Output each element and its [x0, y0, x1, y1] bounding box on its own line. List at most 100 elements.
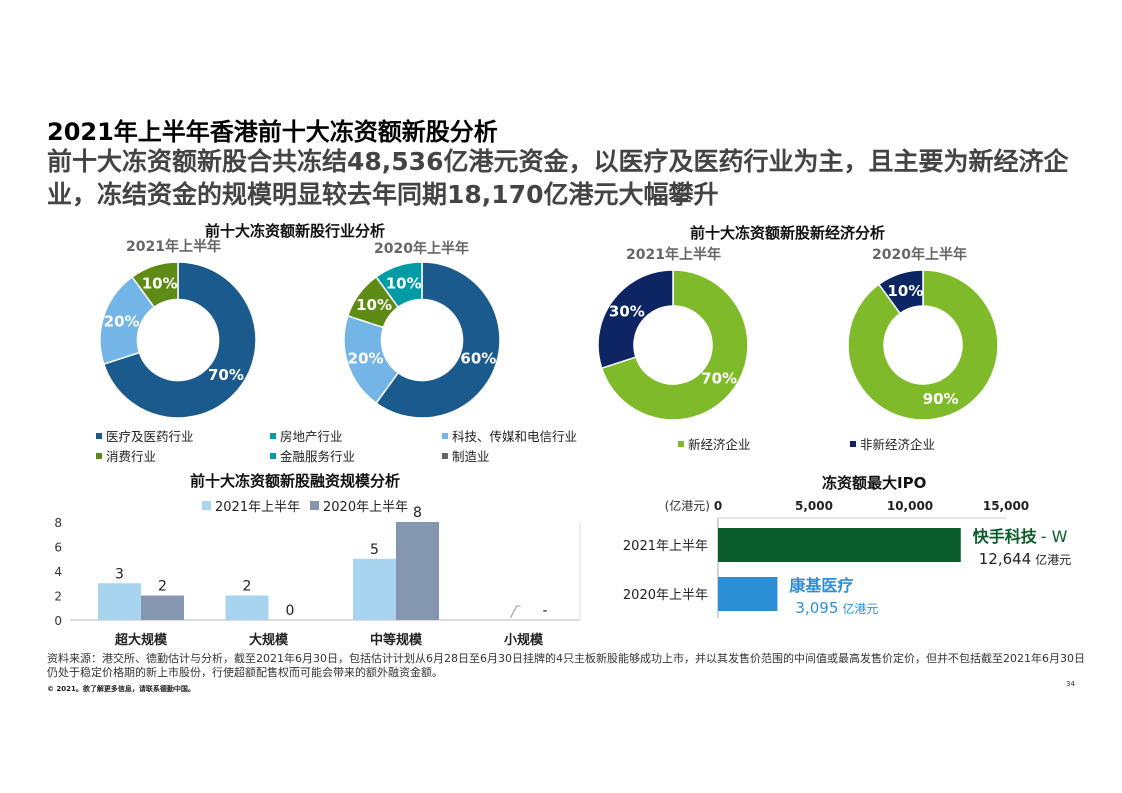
donut-slice-label: 90% — [923, 390, 959, 408]
bar-chart-financing-scale: 0 2 4 6 8 3 2 超大规模 2 0 大规模 5 8 中等规模 - 小规模 — [54, 505, 581, 648]
legend-item-non-new-economy: 非新经济企业 — [850, 434, 935, 453]
donut-slice-label: 20% — [104, 313, 140, 331]
y-category-label: 2021年上半年 — [623, 539, 708, 554]
x-tick-label: 0 — [714, 499, 722, 513]
legend-label: 制造业 — [452, 449, 490, 464]
legend-item-finance: 金融服务行业 — [270, 446, 355, 465]
x-tick-label: 小规模 — [504, 632, 544, 648]
legend-swatch — [442, 432, 448, 439]
bar-value-label: - — [542, 603, 547, 619]
ipo-company-name: 康基医疗 — [789, 576, 853, 595]
y-tick-label: 4 — [54, 565, 62, 579]
bar-legend-2021: 2021年上半年 — [202, 496, 300, 515]
x-tick-label: 5,000 — [795, 499, 833, 513]
ipo-bar — [718, 528, 961, 562]
donut-2021-economy-label: 2021年上半年 — [626, 247, 721, 263]
bar — [98, 583, 141, 620]
donut-2020-industry-label: 2020年上半年 — [374, 241, 469, 257]
x-tick-label: 超大规模 — [115, 632, 168, 648]
ipo-value-unit: 亿港元 — [842, 601, 878, 616]
legend-item-new-economy: 新经济企业 — [678, 434, 751, 453]
page-subtitle: 前十大冻资额新股合共冻结48,536亿港元资金，以医疗及医药行业为主，且主要为新… — [47, 147, 1069, 209]
legend-swatch — [678, 440, 684, 447]
legend-swatch — [96, 432, 102, 439]
donut-slice-label: 60% — [460, 349, 496, 367]
donut-2020-economy-label: 2020年上半年 — [872, 247, 967, 263]
donut-slice — [102, 261, 257, 419]
donut-2020-industry: 60% 20% 10% 10% — [343, 261, 501, 419]
donut-slice-label: 70% — [701, 370, 737, 388]
donut-slice — [375, 261, 501, 419]
x-unit-label: (亿港元) — [665, 498, 710, 513]
bar — [396, 522, 439, 620]
copyright: © 2021。欲了解更多信息，请联系德勤中国。 — [47, 685, 195, 693]
bar-value-label: 2 — [243, 579, 252, 595]
donut-slice — [375, 261, 423, 309]
legend-label: 2020年上半年 — [323, 500, 409, 515]
source-note: 资料来源：港交所、德勤估计与分析，截至2021年6月30日，包括估计计划从6月2… — [47, 652, 1085, 679]
bar-value-label: 5 — [370, 542, 379, 558]
bar-value-label: 2 — [158, 579, 167, 595]
legend-label: 医疗及医药行业 — [106, 429, 194, 444]
legend-swatch — [850, 440, 856, 447]
donut-2021-industry-label: 2021年上半年 — [126, 239, 221, 255]
legend-label: 金融服务行业 — [280, 449, 356, 464]
donut-2021-industry: 70% 20% 10% — [99, 261, 257, 419]
donut-slice-label: 10% — [887, 282, 923, 300]
y-category-label: 2020年上半年 — [623, 588, 708, 603]
donut-slice — [877, 269, 924, 315]
donut-slice-label: 30% — [609, 302, 645, 320]
donut-slice-label: 10% — [142, 275, 178, 293]
bar — [141, 595, 184, 620]
legend-swatch — [310, 501, 319, 510]
ipo-value: 12,644 亿港元 — [979, 550, 1072, 568]
bar-legend-2020: 2020年上半年 — [310, 496, 408, 515]
legend-label: 消费行业 — [106, 449, 157, 464]
ipo-company-suffix: - W — [1041, 527, 1068, 546]
ipo-chart: (亿港元) 0 5,000 10,000 15,000 2021年上半年 快手科技 - W 12… — [623, 498, 1072, 618]
bar-value-label: 8 — [413, 505, 422, 521]
donut-2020-economy: 90% 10% — [847, 269, 999, 421]
x-tick-label: 10,000 — [887, 499, 933, 513]
ipo-value: 3,095 亿港元 — [795, 599, 878, 617]
ipo-company-name: 快手科技 - W — [973, 527, 1068, 546]
industry-section-title: 前十大冻资额新股行业分析 — [205, 222, 386, 240]
donut-2021-economy: 70% 30% — [597, 269, 749, 421]
y-tick-label: 8 — [54, 516, 62, 530]
legend-swatch — [202, 501, 211, 510]
legend-label: 2021年上半年 — [215, 500, 301, 515]
bar-value-label: 0 — [286, 603, 295, 619]
donut-slice-label: 10% — [356, 296, 392, 314]
bar-chart-title: 前十大冻资额新股融资规模分析 — [190, 472, 401, 490]
donut-slice — [131, 261, 179, 309]
donut-slice — [847, 269, 999, 421]
legend-item-medical: 医疗及医药行业 — [96, 426, 194, 445]
legend-item-manufacturing: 制造业 — [442, 446, 490, 465]
legend-swatch — [96, 452, 102, 459]
legend-label: 新经济企业 — [688, 437, 751, 452]
legend-item-consumer: 消费行业 — [96, 446, 156, 465]
legend-swatch — [270, 452, 276, 459]
economy-section-title: 前十大冻资额新股新经济分析 — [690, 224, 886, 242]
x-tick-label: 大规模 — [249, 632, 289, 648]
x-tick-label: 中等规模 — [370, 632, 423, 648]
donut-slice — [597, 269, 674, 370]
ipo-chart-title: 冻资额最大IPO — [822, 474, 927, 492]
ipo-value-unit: 亿港元 — [1035, 552, 1071, 567]
legend-label: 非新经济企业 — [860, 437, 936, 452]
legend-label: 房地产行业 — [280, 429, 343, 444]
legend-item-real-estate: 房地产行业 — [270, 426, 343, 445]
x-tick-label: 15,000 — [983, 499, 1029, 513]
bar — [225, 595, 269, 620]
bar — [353, 558, 396, 620]
zero-marker — [510, 605, 521, 619]
legend-label: 科技、传媒和电信行业 — [452, 429, 578, 444]
page-title: 2021年上半年香港前十大冻资额新股分析 — [47, 118, 498, 146]
y-tick-label: 6 — [54, 541, 62, 555]
donut-slice-label: 70% — [208, 366, 244, 384]
donut-slice-label: 20% — [348, 349, 384, 367]
donut-slice-label: 10% — [386, 275, 422, 293]
legend-item-tech: 科技、传媒和电信行业 — [442, 426, 577, 445]
y-tick-label: 2 — [54, 590, 62, 604]
bar-value-label: 3 — [115, 566, 124, 582]
